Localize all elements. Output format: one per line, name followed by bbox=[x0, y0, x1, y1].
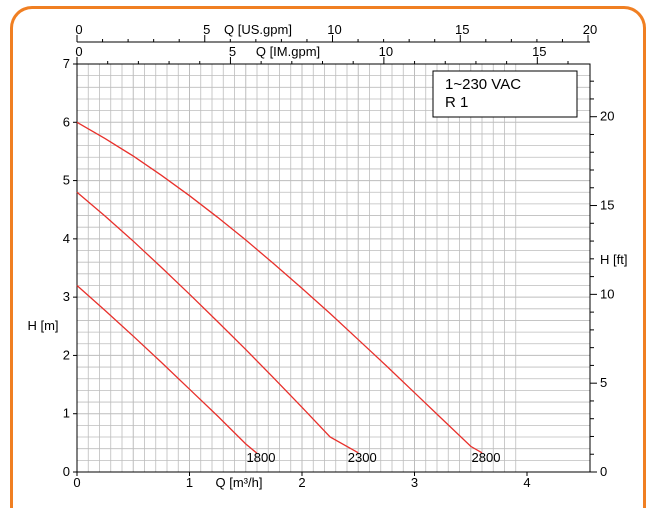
series-label: 2800 bbox=[472, 450, 501, 465]
series-2300-curve bbox=[76, 191, 359, 454]
x-tick-label: 3 bbox=[411, 475, 418, 490]
top-axis-2-tick-label: 10 bbox=[379, 44, 393, 59]
legend-line: R 1 bbox=[445, 94, 468, 111]
series-2800-curve bbox=[76, 121, 483, 454]
top-axis-1-tick-label: 20 bbox=[583, 22, 597, 37]
y-tick-label: 1 bbox=[63, 406, 70, 421]
series-1800-curve bbox=[76, 285, 258, 454]
top-axis-2-label: Q [IM.gpm] bbox=[256, 44, 320, 59]
x-tick-label: 1 bbox=[186, 475, 193, 490]
top-axis-2-tick-label: 5 bbox=[229, 44, 236, 59]
x-tick-label: 4 bbox=[523, 475, 530, 490]
right-axis-tick-label: 15 bbox=[600, 198, 614, 213]
right-axis-tick-label: 0 bbox=[600, 464, 607, 479]
top-axis-1-tick-label: 0 bbox=[75, 22, 82, 37]
top-axis-1-tick-label: 10 bbox=[327, 22, 341, 37]
top-axis-2-tick-label: 0 bbox=[75, 44, 82, 59]
y-tick-label: 5 bbox=[63, 173, 70, 188]
top-axis-1-tick-label: 5 bbox=[203, 22, 210, 37]
top-axis-2-tick-label: 15 bbox=[532, 44, 546, 59]
right-axis-tick-label: 5 bbox=[600, 375, 607, 390]
series-label: 1800 bbox=[247, 450, 276, 465]
x-tick-label: 0 bbox=[73, 475, 80, 490]
right-axis-tick-label: 10 bbox=[600, 286, 614, 301]
top-axis-1-tick-label: 15 bbox=[455, 22, 469, 37]
y-tick-label: 7 bbox=[63, 56, 70, 71]
plot-border bbox=[76, 63, 591, 473]
y-tick-label: 2 bbox=[63, 347, 70, 362]
legend-box bbox=[432, 70, 578, 118]
top-axis-1-label: Q [US.gpm] bbox=[224, 22, 292, 37]
x-tick-label: 2 bbox=[298, 475, 305, 490]
y-tick-label: 4 bbox=[63, 231, 70, 246]
y-axis-label: H [m] bbox=[27, 318, 58, 333]
series-label: 2300 bbox=[348, 450, 377, 465]
y-tick-label: 3 bbox=[63, 289, 70, 304]
y-tick-label: 0 bbox=[63, 464, 70, 479]
x-axis-label: Q [m³/h] bbox=[216, 475, 263, 490]
right-axis-label: H [ft] bbox=[600, 252, 627, 267]
right-axis-tick-label: 20 bbox=[600, 109, 614, 124]
y-tick-label: 6 bbox=[63, 114, 70, 129]
legend-line: 1~230 VAC bbox=[445, 76, 521, 93]
